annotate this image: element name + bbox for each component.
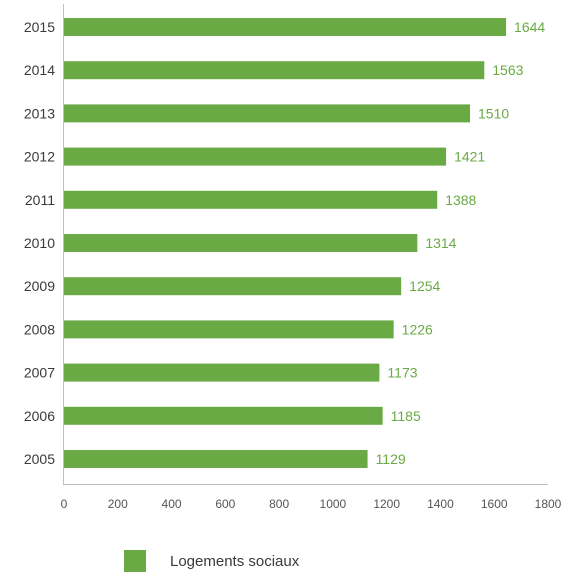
value-label-2008: 1226: [402, 321, 433, 337]
x-tick-label-400: 400: [162, 497, 182, 511]
category-label-2014: 2014: [24, 62, 55, 78]
bar-2009: [64, 277, 402, 296]
x-tick-label-1200: 1200: [373, 497, 400, 511]
category-label-2008: 2008: [24, 321, 55, 337]
value-label-2006: 1185: [391, 408, 421, 424]
bar-2015: [64, 18, 507, 36]
category-label-2007: 2007: [24, 365, 55, 381]
value-label-2005: 1129: [376, 451, 406, 467]
value-label-2010: 1314: [425, 235, 456, 251]
category-label-2011: 2011: [25, 192, 55, 208]
bar-2011: [64, 190, 438, 209]
category-label-2013: 2013: [24, 105, 55, 121]
value-label-2011: 1388: [445, 192, 476, 208]
value-label-2012: 1421: [454, 149, 485, 165]
value-label-2013: 1510: [478, 105, 509, 121]
value-label-2015: 1644: [514, 19, 545, 35]
bar-2010: [64, 234, 418, 252]
legend: Logements sociaux: [124, 550, 299, 572]
bar-2013: [64, 104, 471, 123]
category-label-2010: 2010: [24, 235, 55, 251]
bar-2008: [64, 320, 394, 339]
bar-2012: [64, 147, 447, 166]
x-tick-label-1000: 1000: [320, 497, 347, 511]
value-label-2009: 1254: [409, 278, 440, 294]
x-tick-label-800: 800: [269, 497, 289, 511]
legend-swatch: [124, 550, 146, 572]
category-label-2012: 2012: [24, 149, 55, 165]
category-label-2006: 2006: [24, 408, 55, 424]
x-tick-label-200: 200: [108, 497, 128, 511]
x-tick-label-1800: 1800: [535, 497, 562, 511]
bar-2007: [64, 363, 380, 382]
x-tick-label-1400: 1400: [427, 497, 454, 511]
bar-2006: [64, 406, 383, 425]
legend-label: Logements sociaux: [170, 552, 300, 570]
value-label-2014: 1563: [492, 62, 523, 78]
category-label-2009: 2009: [24, 278, 55, 294]
x-tick-label-600: 600: [215, 497, 235, 511]
category-label-2005: 2005: [24, 451, 55, 467]
x-tick-label-0: 0: [61, 497, 68, 511]
bar-2005: [64, 450, 368, 468]
category-label-2015: 2015: [24, 19, 55, 35]
x-tick-label-1600: 1600: [481, 497, 508, 511]
bar-2014: [64, 61, 485, 80]
value-label-2007: 1173: [387, 365, 417, 381]
